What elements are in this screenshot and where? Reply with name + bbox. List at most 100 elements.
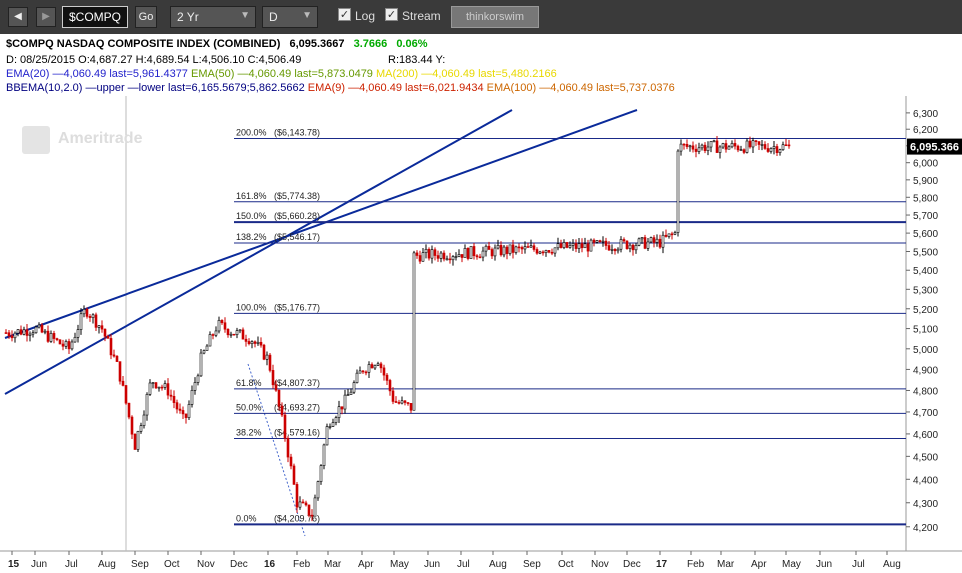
candle-body xyxy=(511,244,515,253)
candle-body xyxy=(376,363,380,366)
candle-body xyxy=(619,239,623,250)
y-tick-label: 5,000 xyxy=(913,345,938,356)
candle-body xyxy=(355,372,359,383)
candle-body xyxy=(28,333,32,336)
candle-body xyxy=(571,243,575,246)
x-tick-label: Jun xyxy=(31,559,47,570)
candle-body xyxy=(169,394,173,397)
candle-body xyxy=(163,383,167,388)
back-arrow-icon[interactable]: ◀ xyxy=(8,7,28,27)
candle-body xyxy=(406,402,410,404)
candle-body xyxy=(748,140,752,148)
x-tick-label: Jul xyxy=(852,559,865,570)
candle-body xyxy=(127,402,131,418)
symbol-input[interactable]: $COMPQ xyxy=(62,6,128,28)
x-tick-label: May xyxy=(390,559,409,570)
y-tick-label: 6,000 xyxy=(913,159,938,170)
candle-body xyxy=(211,334,215,336)
candle-body xyxy=(517,246,521,249)
candle-body xyxy=(322,444,326,466)
aggregation-select[interactable]: D ▼ xyxy=(262,6,318,28)
candle-body xyxy=(445,258,449,261)
candle-body xyxy=(94,314,98,328)
aggregation-value: D xyxy=(269,10,278,24)
candle-body xyxy=(331,422,335,427)
candle-body xyxy=(646,241,650,249)
last-price-axis-label: 6,095.366 xyxy=(910,142,959,154)
candle-body xyxy=(697,147,701,152)
log-checkbox[interactable]: ✓ xyxy=(338,8,351,21)
x-tick-label: Dec xyxy=(230,559,248,570)
y-tick-label: 4,200 xyxy=(913,523,938,534)
candle-body xyxy=(205,345,209,351)
candle-body xyxy=(238,329,242,332)
candle-body xyxy=(661,234,665,248)
candle-body xyxy=(742,149,746,153)
fib-percent-label: 161.8% xyxy=(236,191,267,201)
candle-body xyxy=(787,144,791,147)
candle-body xyxy=(436,255,440,259)
candle-body xyxy=(601,240,605,243)
candle-body xyxy=(64,341,68,347)
x-tick-label: Aug xyxy=(489,559,507,570)
candle-body xyxy=(688,145,692,148)
x-tick-label: Jul xyxy=(457,559,470,570)
candle-body xyxy=(763,144,767,149)
x-tick-label: Oct xyxy=(164,559,180,570)
candle-body xyxy=(178,408,182,411)
price-chart[interactable]: Ameritrade 200.0% ($6,143.78) 161.8% ($5,77… xyxy=(0,96,962,573)
candle-body xyxy=(538,251,542,254)
candle-body xyxy=(253,341,257,344)
candle-body xyxy=(160,386,164,389)
period-select[interactable]: 2 Yr ▼ xyxy=(170,6,256,28)
candle-body xyxy=(409,403,413,411)
candle-body xyxy=(307,504,311,516)
candle-body xyxy=(730,143,734,148)
candle-body xyxy=(703,144,707,151)
candle-body xyxy=(280,405,284,416)
candle-body xyxy=(547,250,551,253)
candle-body xyxy=(193,382,197,391)
y-tick-label: 4,600 xyxy=(913,430,938,441)
candle-body xyxy=(472,246,476,257)
candle-body xyxy=(514,246,518,253)
candle-body xyxy=(304,502,308,506)
candle-body xyxy=(259,341,263,346)
y-tick-label: 5,100 xyxy=(913,325,938,336)
candle-body xyxy=(751,140,755,148)
candle-body xyxy=(316,481,320,499)
x-tick-label: Sep xyxy=(523,559,541,570)
candle-body xyxy=(175,402,179,410)
fib-percent-label: 38.2% xyxy=(236,428,262,438)
forward-arrow-icon[interactable]: ▶ xyxy=(36,7,56,27)
thinkorswim-button[interactable]: thinkorswim xyxy=(451,6,539,28)
candle-body xyxy=(424,248,428,253)
y-tick-label: 5,700 xyxy=(913,211,938,222)
candle-body xyxy=(454,256,458,258)
candle-body xyxy=(214,330,218,336)
candle-body xyxy=(154,382,158,389)
candle-body xyxy=(679,143,683,152)
candle-body xyxy=(97,325,101,328)
candle-body xyxy=(142,414,146,426)
go-button[interactable]: Go xyxy=(135,6,157,28)
candle-body xyxy=(172,395,176,403)
candle-body xyxy=(778,149,782,153)
stream-checkbox[interactable]: ✓ xyxy=(385,8,398,21)
candle-body xyxy=(184,413,188,418)
candle-body xyxy=(553,247,557,254)
candle-body xyxy=(526,246,530,248)
candle-body xyxy=(604,240,608,246)
candle-body xyxy=(265,354,269,360)
candle-body xyxy=(610,249,614,251)
fib-price-label: ($5,546.17) xyxy=(274,232,320,242)
candle-body xyxy=(415,252,419,256)
candle-body xyxy=(484,245,488,252)
toolbar: ◀ ▶ $COMPQ Go 2 Yr ▼ D ▼ ✓ Log ✓ Stream … xyxy=(0,0,962,34)
log-label: Log xyxy=(355,9,376,23)
candle-body xyxy=(352,382,356,393)
candle-body xyxy=(139,425,143,432)
candle-body xyxy=(334,417,338,423)
candle-body xyxy=(463,248,467,258)
candle-body xyxy=(565,242,569,248)
